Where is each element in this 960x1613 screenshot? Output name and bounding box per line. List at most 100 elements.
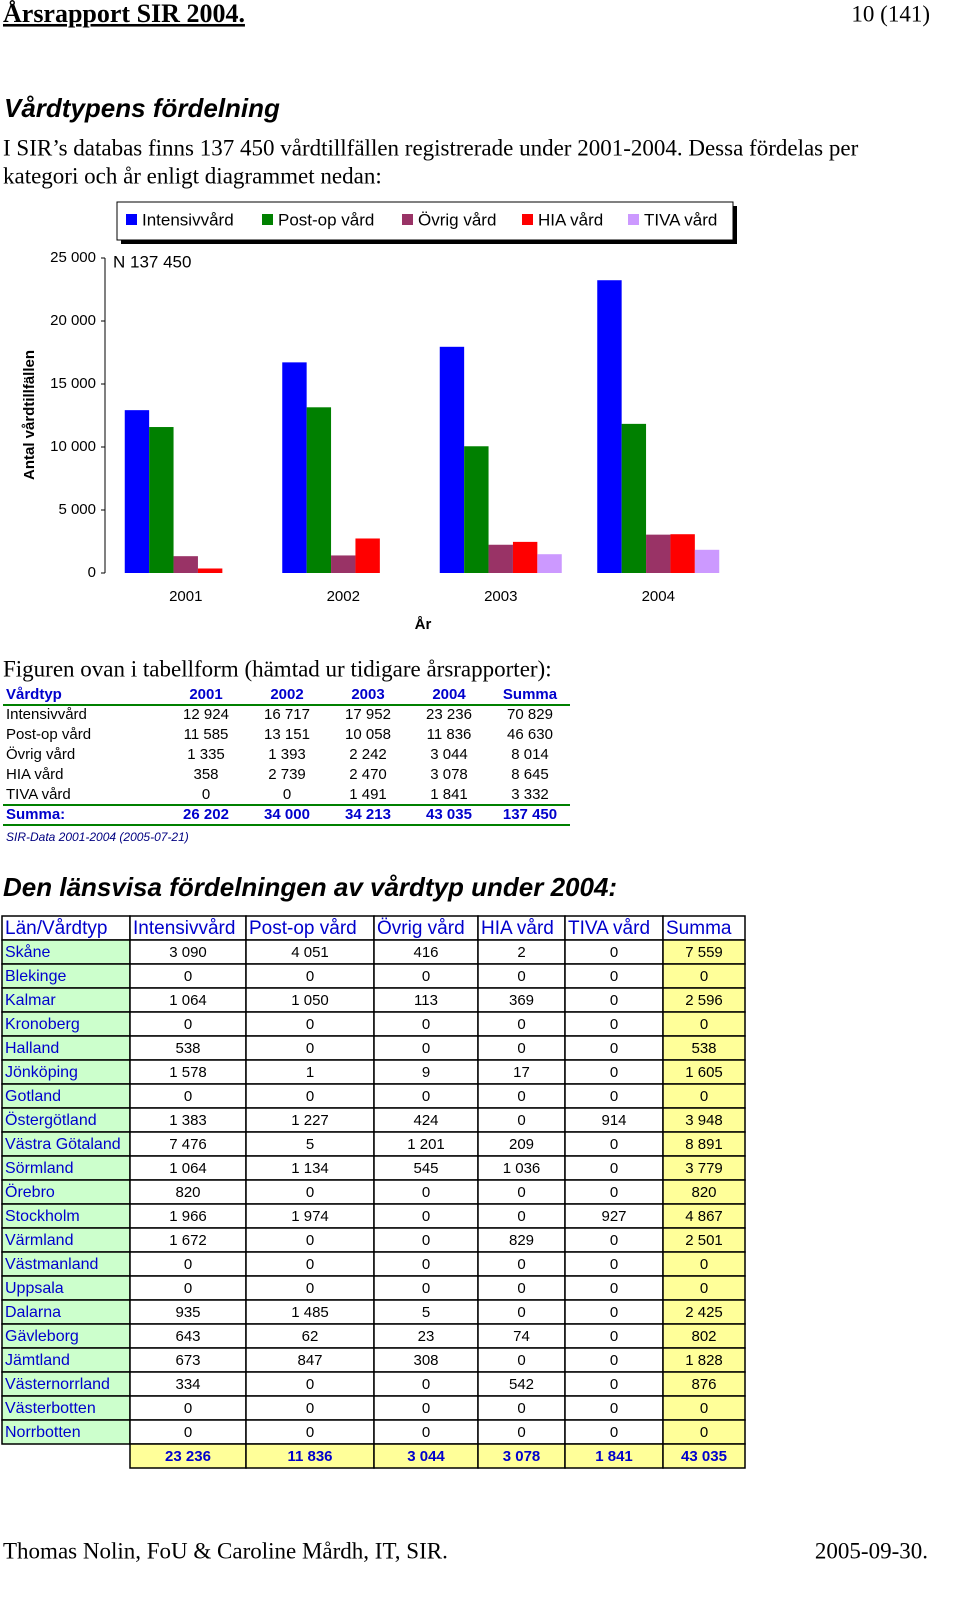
table-cell: 0 xyxy=(610,968,618,985)
table-cell: 0 xyxy=(306,1088,314,1105)
table-cell: 1 841 xyxy=(595,1448,633,1465)
table-cell-bg xyxy=(477,1395,566,1421)
table-cell: 0 xyxy=(306,1376,314,1393)
table-cell: Vårdtyp xyxy=(6,686,62,703)
table-cell: 0 xyxy=(184,1016,192,1033)
table-cell: 673 xyxy=(175,1352,200,1369)
table-cell: 12 924 xyxy=(183,706,229,723)
page-title: Årsrapport SIR 2004. xyxy=(3,0,245,28)
table-cell: 0 xyxy=(700,1256,708,1273)
table-cell-bg xyxy=(564,1083,664,1109)
table-cell: 0 xyxy=(306,1184,314,1201)
table-cell-bg xyxy=(245,1275,375,1301)
table-cell: 0 xyxy=(422,968,430,985)
x-tick-label: 2004 xyxy=(642,588,675,605)
table-cell: 308 xyxy=(413,1352,438,1369)
table-cell: 0 xyxy=(610,1088,618,1105)
table-cell-bg xyxy=(373,1395,479,1421)
table-cell-bg xyxy=(477,1323,566,1349)
legend-label: Intensivvård xyxy=(142,210,234,229)
footer-right: 2005-09-30. xyxy=(815,1538,928,1563)
table-cell-bg xyxy=(564,915,664,941)
table-cell-bg xyxy=(1,939,131,965)
table-cell: 17 xyxy=(513,1064,530,1081)
table-cell-bg xyxy=(373,963,479,989)
table-cell-bg xyxy=(477,1059,566,1085)
table-cell: 0 xyxy=(184,1400,192,1417)
table-cell: Västra Götaland xyxy=(5,1136,121,1153)
table-cell-bg xyxy=(564,1107,664,1133)
legend-swatch xyxy=(126,214,137,225)
table-cell: Östergötland xyxy=(5,1111,97,1129)
heading: Den länsvisa fördelningen av vårdtyp und… xyxy=(3,872,617,902)
table-cell: 4 051 xyxy=(291,944,329,961)
table-cell: 3 044 xyxy=(430,746,468,763)
table-cell-bg xyxy=(373,1155,479,1181)
x-tick-label: 2002 xyxy=(327,588,360,605)
table-cell: Jämtland xyxy=(5,1352,70,1369)
table-cell: 1 227 xyxy=(291,1112,329,1129)
table-cell-bg xyxy=(662,1203,746,1229)
table-cell: HIA vård xyxy=(6,766,64,783)
table-cell: 0 xyxy=(700,1424,708,1441)
table-cell-bg xyxy=(129,1083,247,1109)
table-cell: 0 xyxy=(700,968,708,985)
table-cell: Övrig vård xyxy=(6,745,75,763)
table-cell-bg xyxy=(564,1275,664,1301)
table-cell: HIA vård xyxy=(481,918,554,939)
legend-label: Övrig vård xyxy=(418,210,496,229)
table-cell: 1 036 xyxy=(503,1160,541,1177)
table-cell: 0 xyxy=(202,786,210,803)
table-cell: Intensivvård xyxy=(133,918,235,939)
table-cell: 0 xyxy=(517,1208,525,1225)
table-cell: 876 xyxy=(691,1376,716,1393)
table-cell: 3 090 xyxy=(169,944,207,961)
table-cell: 4 867 xyxy=(685,1208,723,1225)
table-cell: Summa xyxy=(503,686,558,703)
table-cell: 34 000 xyxy=(264,806,310,823)
y-tick-label: 20 000 xyxy=(50,312,96,329)
table-cell-bg xyxy=(373,1323,479,1349)
table-cell: 369 xyxy=(509,992,534,1009)
table-cell-bg xyxy=(1,1203,131,1229)
table-cell: 0 xyxy=(306,1256,314,1273)
table-cell: Västernorrland xyxy=(5,1376,110,1393)
legend-swatch xyxy=(402,214,413,225)
table-cell: TIVA vård xyxy=(568,918,650,939)
table-cell: Västerbotten xyxy=(5,1400,96,1417)
table-cell: 5 xyxy=(422,1304,430,1321)
table-cell: 0 xyxy=(517,1280,525,1297)
table-cell-bg xyxy=(477,1155,566,1181)
table-cell-bg xyxy=(1,1131,131,1157)
table-cell-bg xyxy=(662,1107,746,1133)
table-caption: Figuren ovan i tabellform (hämtad ur tid… xyxy=(3,656,552,681)
table-cell: Län/Vårdtyp xyxy=(5,918,107,939)
table-cell: Summa xyxy=(666,918,732,939)
table-cell: 0 xyxy=(610,1184,618,1201)
table-cell-bg xyxy=(129,987,247,1013)
table-cell: 0 xyxy=(422,1208,430,1225)
table-cell: 416 xyxy=(413,944,438,961)
table-cell: 0 xyxy=(184,968,192,985)
table-cell: Post-op vård xyxy=(6,726,91,743)
table-cell: Västmanland xyxy=(5,1256,98,1273)
table-cell-bg xyxy=(1,1347,131,1373)
table-cell: 0 xyxy=(700,1400,708,1417)
table-cell: 935 xyxy=(175,1304,200,1321)
table-cell: 2001 xyxy=(189,686,222,703)
table-cell: 0 xyxy=(610,944,618,961)
table-cell: 0 xyxy=(517,1352,525,1369)
table-cell: 1 134 xyxy=(291,1160,329,1177)
table-cell-bg xyxy=(245,1035,375,1061)
table-cell: 545 xyxy=(413,1160,438,1177)
x-axis-label: År xyxy=(415,616,432,633)
table-cell: 0 xyxy=(610,1352,618,1369)
bar xyxy=(149,427,174,573)
table-note: SIR-Data 2001-2004 (2005-07-21) xyxy=(6,830,189,844)
heading: Vårdtypens fördelning xyxy=(4,93,280,123)
table-cell: 43 035 xyxy=(681,1448,727,1465)
table-cell: 0 xyxy=(610,1400,618,1417)
table-cell: 1 841 xyxy=(430,786,468,803)
table-cell-bg xyxy=(373,987,479,1013)
table-cell-bg xyxy=(564,1179,664,1205)
